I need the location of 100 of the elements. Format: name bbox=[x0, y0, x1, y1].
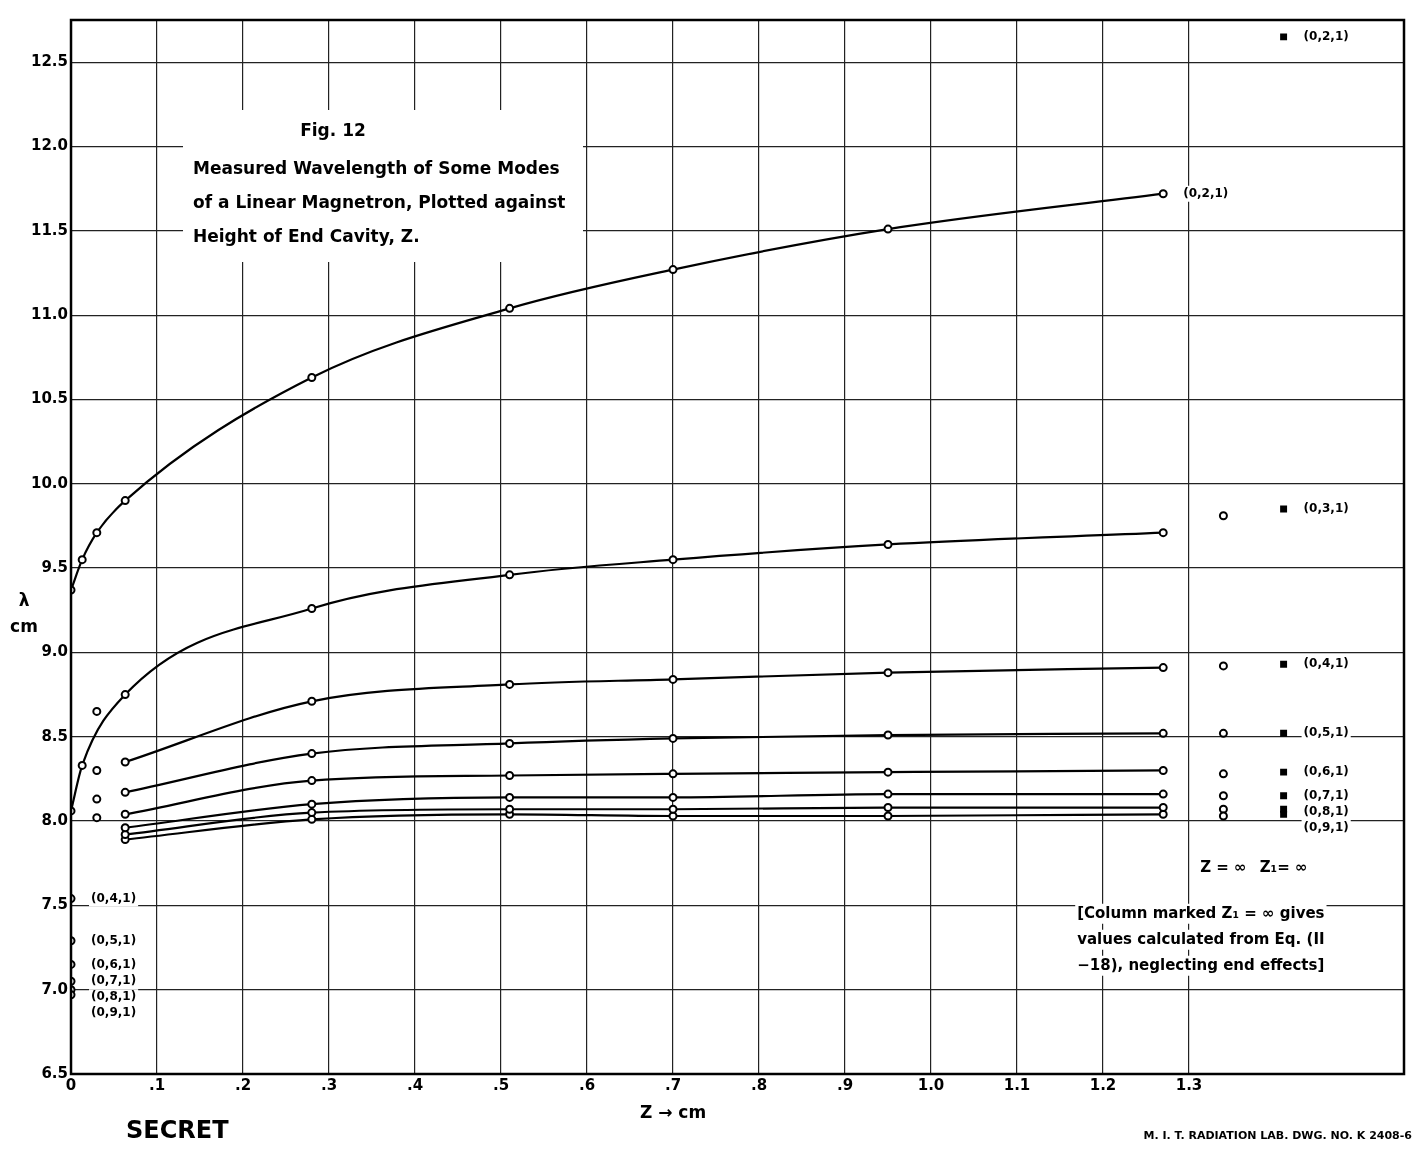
point bbox=[1218, 769, 1228, 779]
y-tick-label: 12.5 bbox=[30, 52, 69, 71]
point bbox=[1280, 729, 1288, 737]
y-tick-label: 8.5 bbox=[41, 726, 69, 745]
point bbox=[883, 767, 893, 777]
annotation: Z₁= ∞ bbox=[1259, 858, 1308, 877]
y-tick-label: 12.0 bbox=[30, 136, 69, 155]
text: M. I. T. RADIATION LAB. DWG. NO. K 2408-6 bbox=[1143, 1128, 1413, 1142]
point bbox=[1280, 660, 1288, 668]
point bbox=[1218, 661, 1228, 671]
point bbox=[1218, 811, 1228, 821]
point bbox=[307, 749, 317, 759]
annotation: (0,6,1) bbox=[1303, 764, 1349, 779]
annotation: (0,3,1) bbox=[1303, 501, 1349, 516]
point bbox=[77, 555, 87, 565]
x-axis-title: Z → cm bbox=[639, 1102, 707, 1123]
x-tick-label: .3 bbox=[320, 1075, 338, 1094]
point bbox=[1158, 528, 1168, 538]
y-tick-label: 10.0 bbox=[30, 473, 69, 492]
point bbox=[505, 679, 515, 689]
y-axis-title: λ cm bbox=[10, 590, 38, 637]
annotation: (0,8,1) bbox=[91, 989, 137, 1004]
x-tick-label: 1.3 bbox=[1175, 1075, 1203, 1094]
point bbox=[883, 803, 893, 813]
point bbox=[505, 771, 515, 781]
point bbox=[1280, 792, 1288, 800]
point bbox=[505, 792, 515, 802]
point bbox=[883, 730, 893, 740]
point bbox=[1280, 810, 1288, 818]
x-tick-label: .8 bbox=[750, 1075, 768, 1094]
point bbox=[668, 769, 678, 779]
point bbox=[668, 804, 678, 814]
point bbox=[1158, 803, 1168, 813]
x-tick-label: 1.2 bbox=[1089, 1075, 1117, 1094]
annotation: (0,4,1) bbox=[1303, 656, 1349, 671]
y-tick-label: 7.5 bbox=[41, 895, 69, 914]
annotation: (0,9,1) bbox=[91, 1005, 137, 1020]
point bbox=[668, 733, 678, 743]
point bbox=[120, 757, 130, 767]
text: Measured Wavelength of Some Modes of a Linear Magnetron, Plotted against Height of End Cavity, Z. bbox=[193, 158, 566, 247]
annotation: (0,6,1) bbox=[91, 956, 137, 971]
y-tick-label: 8.0 bbox=[41, 810, 69, 829]
point bbox=[883, 811, 893, 821]
point bbox=[307, 373, 317, 383]
annotation: (0,7,1) bbox=[1303, 787, 1349, 802]
point bbox=[1218, 511, 1228, 521]
annotation: (0,2,1) bbox=[1303, 28, 1349, 43]
y-tick-label: 10.5 bbox=[30, 389, 69, 408]
y-tick-label: 11.0 bbox=[30, 305, 69, 324]
x-tick-label: .4 bbox=[406, 1075, 424, 1094]
point bbox=[668, 674, 678, 684]
annotation: (0,4,1) bbox=[91, 890, 137, 905]
x-tick-label: .7 bbox=[664, 1075, 682, 1094]
annotation: (0,9,1) bbox=[1303, 819, 1349, 834]
x-tick-label: .6 bbox=[578, 1075, 596, 1094]
point bbox=[1218, 728, 1228, 738]
point bbox=[1158, 765, 1168, 775]
point bbox=[883, 224, 893, 234]
x-tick-label: 1.1 bbox=[1003, 1075, 1031, 1094]
y-tick-label: 9.5 bbox=[41, 557, 69, 576]
annotation: (0,7,1) bbox=[91, 973, 137, 988]
point bbox=[307, 696, 317, 706]
point bbox=[1280, 505, 1288, 513]
annotation: Z = ∞ bbox=[1200, 858, 1247, 877]
point bbox=[883, 539, 893, 549]
point bbox=[883, 789, 893, 799]
point bbox=[1280, 768, 1288, 776]
point bbox=[883, 668, 893, 678]
point bbox=[307, 776, 317, 786]
point bbox=[1158, 789, 1168, 799]
point bbox=[668, 265, 678, 275]
point bbox=[120, 496, 130, 506]
point bbox=[668, 555, 678, 565]
point bbox=[505, 804, 515, 814]
point bbox=[307, 808, 317, 818]
point bbox=[120, 690, 130, 700]
point bbox=[505, 303, 515, 313]
annotation: (0,5,1) bbox=[91, 932, 137, 947]
y-tick-label: 11.5 bbox=[30, 220, 69, 239]
point bbox=[307, 799, 317, 809]
annotation: [Column marked Z₁ = ∞ gives values calculated from Eq. (II −18), neglecting end effects] bbox=[1077, 903, 1325, 974]
annotation: (0,5,1) bbox=[1303, 725, 1349, 740]
x-tick-label: 1.0 bbox=[917, 1075, 945, 1094]
point bbox=[1218, 791, 1228, 801]
point bbox=[120, 823, 130, 833]
annotation: (0,8,1) bbox=[1303, 803, 1349, 818]
point bbox=[1158, 728, 1168, 738]
y-tick-label: 9.0 bbox=[41, 642, 69, 661]
point bbox=[505, 570, 515, 580]
point bbox=[120, 787, 130, 797]
point bbox=[668, 792, 678, 802]
text: SECRET bbox=[126, 1116, 230, 1145]
x-tick-label: .9 bbox=[836, 1075, 854, 1094]
point bbox=[1158, 663, 1168, 673]
point bbox=[505, 738, 515, 748]
point bbox=[1280, 33, 1288, 41]
x-tick-label: .2 bbox=[234, 1075, 252, 1094]
point bbox=[1218, 804, 1228, 814]
annotation: (0,2,1) bbox=[1183, 185, 1229, 200]
point bbox=[77, 760, 87, 770]
